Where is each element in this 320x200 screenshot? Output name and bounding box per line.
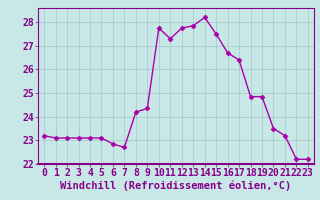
X-axis label: Windchill (Refroidissement éolien,°C): Windchill (Refroidissement éolien,°C) xyxy=(60,181,292,191)
